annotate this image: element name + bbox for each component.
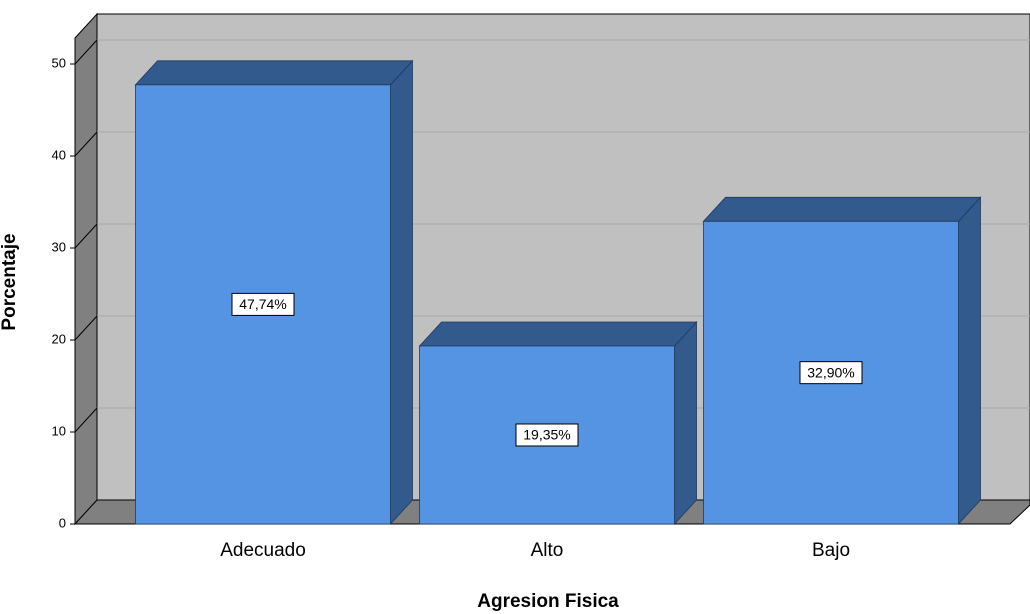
value-label-box [515,423,579,447]
bar-face [134,60,414,86]
x-tick-label: Alto [531,540,564,561]
y-axis-title: Porcentaje [0,233,20,330]
grid-line-side [74,315,98,341]
grid-line-side [74,131,98,157]
bar [418,320,698,526]
y-tick-label: 20 [52,331,66,346]
bar-face [390,59,413,526]
bar-face [958,196,981,526]
value-label: 32,90% [807,364,854,380]
value-label-box [799,361,863,385]
value-label-box [231,292,295,316]
x-tick-label: Bajo [812,540,850,561]
bar-face [702,196,982,222]
grid-line-side [74,39,98,65]
y-tick-label: 40 [52,147,66,162]
x-axis-title: Agresion Fisica [477,591,619,612]
y-tick-label: 30 [52,239,66,254]
bar-face [418,321,698,347]
left-wall [74,12,98,526]
bar [134,59,414,526]
bar-face [674,320,697,526]
grid-line-side [74,407,98,433]
bar [702,196,982,526]
value-label: 19,35% [523,427,570,443]
y-tick-label: 10 [52,423,66,438]
grid-line-side [74,223,98,249]
y-tick-label: 50 [52,55,66,70]
y-tick-label: 0 [59,515,66,530]
x-tick-label: Adecuado [220,540,306,561]
value-label: 47,74% [239,296,286,312]
